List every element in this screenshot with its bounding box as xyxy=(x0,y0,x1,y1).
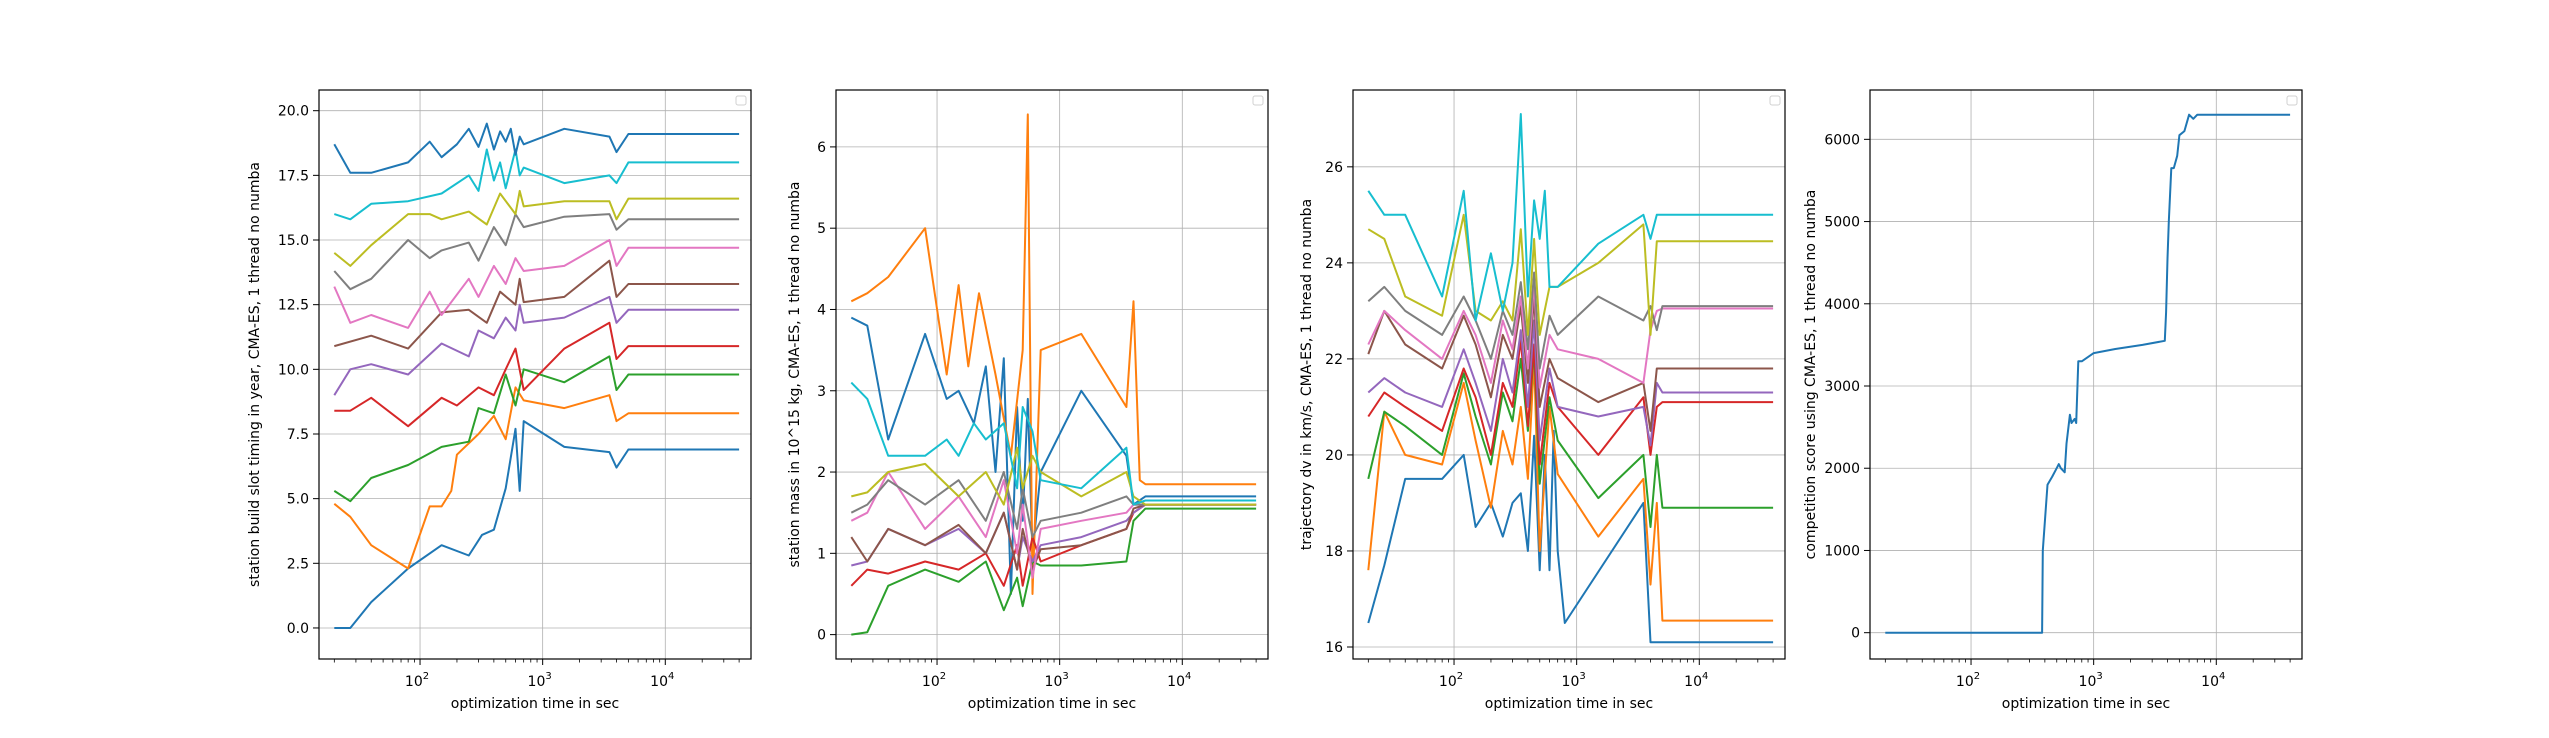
y-tick-label: 3000 xyxy=(1824,379,1860,395)
y-tick-label: 10.0 xyxy=(278,362,309,378)
series-line-0 xyxy=(1885,113,2291,634)
x-tick-label: 104 xyxy=(650,671,674,690)
y-tick-label: 5 xyxy=(817,221,826,237)
series-line-2 xyxy=(851,507,1257,636)
legend-box xyxy=(735,95,747,106)
y-axis-label: trajectory dv in km/s, CMA-ES, 1 thread … xyxy=(1299,199,1315,550)
series-line-1 xyxy=(1367,357,1774,622)
legend-box xyxy=(1769,95,1781,106)
series-line-7 xyxy=(333,213,740,291)
series-line-6 xyxy=(333,239,740,329)
series-line-10 xyxy=(333,122,740,174)
y-tick-label: 0 xyxy=(1851,626,1860,642)
series-group xyxy=(1367,113,1774,644)
y-tick-label: 2 xyxy=(817,465,826,481)
x-axis-label: optimization time in sec xyxy=(1485,696,1653,712)
series-line-3 xyxy=(1367,338,1774,466)
series-line-8 xyxy=(333,189,740,267)
series-line-1 xyxy=(333,386,740,570)
y-tick-label: 0.0 xyxy=(287,621,309,637)
x-tick-label: 103 xyxy=(1562,671,1586,690)
y-tick-label: 2.5 xyxy=(287,556,309,572)
x-tick-label: 103 xyxy=(1045,671,1069,690)
x-tick-label: 104 xyxy=(1167,671,1191,690)
series-line-9 xyxy=(333,148,740,221)
series-line-5 xyxy=(1367,295,1774,432)
subplot-build-slot-timing: 102 103 104 0.0 2.5 5.0 7.5 10.0 12.5 15.0 17.5 20.… xyxy=(247,89,752,712)
x-tick-label: 103 xyxy=(2079,671,2103,690)
y-tick-label: 2000 xyxy=(1824,461,1860,477)
series-line-0 xyxy=(334,420,740,629)
y-axis-label: station build slot timing in year, CMA-E… xyxy=(247,162,263,587)
y-tick-label: 5000 xyxy=(1824,215,1860,231)
x-tick-label: 102 xyxy=(405,671,429,690)
series-line-4 xyxy=(1367,319,1774,447)
y-tick-label: 1 xyxy=(817,546,826,562)
x-tick-label: 102 xyxy=(1439,671,1463,690)
series-line-8 xyxy=(1367,213,1774,336)
y-tick-label: 20 xyxy=(1325,448,1343,464)
y-tick-label: 3 xyxy=(817,384,826,400)
series-group xyxy=(850,113,1257,636)
y-tick-label: 4000 xyxy=(1824,297,1860,313)
series-line-3 xyxy=(334,321,740,428)
series-line-0 xyxy=(1367,429,1774,644)
x-axis-label: optimization time in sec xyxy=(968,696,1136,712)
series-line-5 xyxy=(334,259,740,350)
y-tick-label: 4 xyxy=(817,302,826,318)
series-line-7 xyxy=(1367,271,1774,370)
y-tick-label: 5.0 xyxy=(287,492,309,508)
series-group xyxy=(333,122,740,629)
series-line-6 xyxy=(1367,281,1774,389)
series-line-2 xyxy=(1367,348,1774,528)
series-line-4 xyxy=(333,295,740,396)
y-axis-label: competition score using CMA-ES, 1 thread… xyxy=(1803,190,1819,560)
subplot-station-mass: 102 103 104 0 1 2 3 4 5 6 optimization time in sec… xyxy=(787,89,1269,712)
y-tick-label: 0 xyxy=(817,628,826,644)
y-tick-label: 16 xyxy=(1325,640,1343,656)
y-tick-label: 17.5 xyxy=(278,168,309,184)
series-line-3 xyxy=(850,503,1257,587)
x-tick-label: 103 xyxy=(528,671,552,690)
series-line-9 xyxy=(1367,113,1774,322)
subplot-trajectory-dv: 102 103 104 16 18 20 22 24 26 optimization time i… xyxy=(1299,89,1786,712)
series-line-1 xyxy=(850,113,1257,595)
y-tick-label: 24 xyxy=(1325,256,1343,272)
y-tick-label: 7.5 xyxy=(287,427,309,443)
x-tick-label: 102 xyxy=(922,671,946,690)
y-tick-label: 12.5 xyxy=(278,298,309,314)
x-tick-label: 104 xyxy=(2201,671,2225,690)
series-line-6 xyxy=(850,471,1257,579)
axes-frame xyxy=(318,89,752,660)
axes-frame xyxy=(835,89,1269,660)
series-line-9 xyxy=(850,381,1257,506)
y-tick-label: 26 xyxy=(1325,160,1343,176)
axes-frame xyxy=(1352,89,1786,660)
y-tick-label: 22 xyxy=(1325,352,1343,368)
y-tick-label: 18 xyxy=(1325,544,1343,560)
x-tick-label: 104 xyxy=(1684,671,1708,690)
series-line-5 xyxy=(850,503,1257,571)
y-axis-label: station mass in 10^15 kg, CMA-ES, 1 thre… xyxy=(787,181,803,567)
x-axis-label: optimization time in sec xyxy=(2002,696,2170,712)
y-tick-label: 1000 xyxy=(1824,543,1860,559)
y-tick-label: 15.0 xyxy=(278,233,309,249)
x-tick-label: 102 xyxy=(1956,671,1980,690)
y-tick-label: 6 xyxy=(817,140,826,156)
subplot-competition-score: 102 103 104 0 1000 2000 3000 4000 5000 6000 optimi… xyxy=(1803,89,2303,712)
legend-box xyxy=(2286,95,2298,106)
series-line-2 xyxy=(333,355,740,503)
series-line-8 xyxy=(851,446,1257,506)
x-axis-label: optimization time in sec xyxy=(451,696,619,712)
axes-frame xyxy=(1869,89,2303,660)
y-tick-label: 6000 xyxy=(1824,132,1860,148)
series-group xyxy=(1885,113,2291,634)
series-line-4 xyxy=(851,503,1257,571)
y-tick-label: 20.0 xyxy=(278,104,309,120)
legend-box xyxy=(1252,95,1264,106)
